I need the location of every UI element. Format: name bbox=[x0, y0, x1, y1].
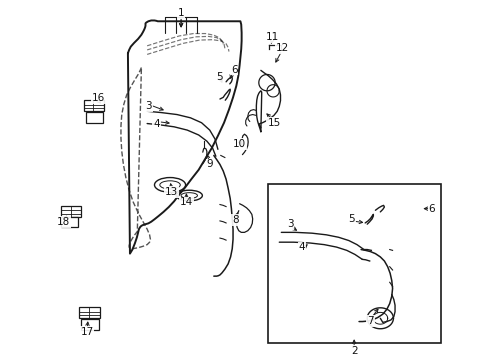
Text: 4: 4 bbox=[153, 118, 160, 129]
Text: 16: 16 bbox=[91, 93, 104, 103]
Text: 10: 10 bbox=[233, 139, 245, 149]
Bar bbox=[81, 319, 99, 330]
Bar bbox=[85, 112, 103, 123]
Bar bbox=[268, 184, 440, 343]
Text: 5: 5 bbox=[347, 214, 354, 224]
Text: 14: 14 bbox=[180, 198, 193, 207]
Bar bbox=[61, 217, 78, 228]
Text: 1: 1 bbox=[178, 8, 184, 18]
Text: 15: 15 bbox=[267, 118, 280, 128]
Text: 11: 11 bbox=[265, 32, 278, 42]
Text: 9: 9 bbox=[206, 159, 213, 170]
Text: 18: 18 bbox=[57, 217, 70, 227]
Bar bbox=[84, 100, 103, 111]
Text: 13: 13 bbox=[165, 187, 178, 197]
Text: 17: 17 bbox=[80, 327, 93, 337]
Text: 6: 6 bbox=[230, 64, 237, 75]
Text: 7: 7 bbox=[366, 316, 373, 326]
Text: 4: 4 bbox=[298, 243, 305, 252]
Bar bbox=[79, 307, 100, 318]
Text: 12: 12 bbox=[275, 43, 288, 53]
Bar bbox=[61, 206, 81, 217]
Text: 3: 3 bbox=[286, 219, 293, 229]
Text: 8: 8 bbox=[232, 215, 238, 225]
Text: 5: 5 bbox=[215, 72, 222, 82]
Text: 6: 6 bbox=[427, 204, 434, 213]
Text: 3: 3 bbox=[145, 102, 151, 111]
Text: 2: 2 bbox=[350, 346, 357, 356]
